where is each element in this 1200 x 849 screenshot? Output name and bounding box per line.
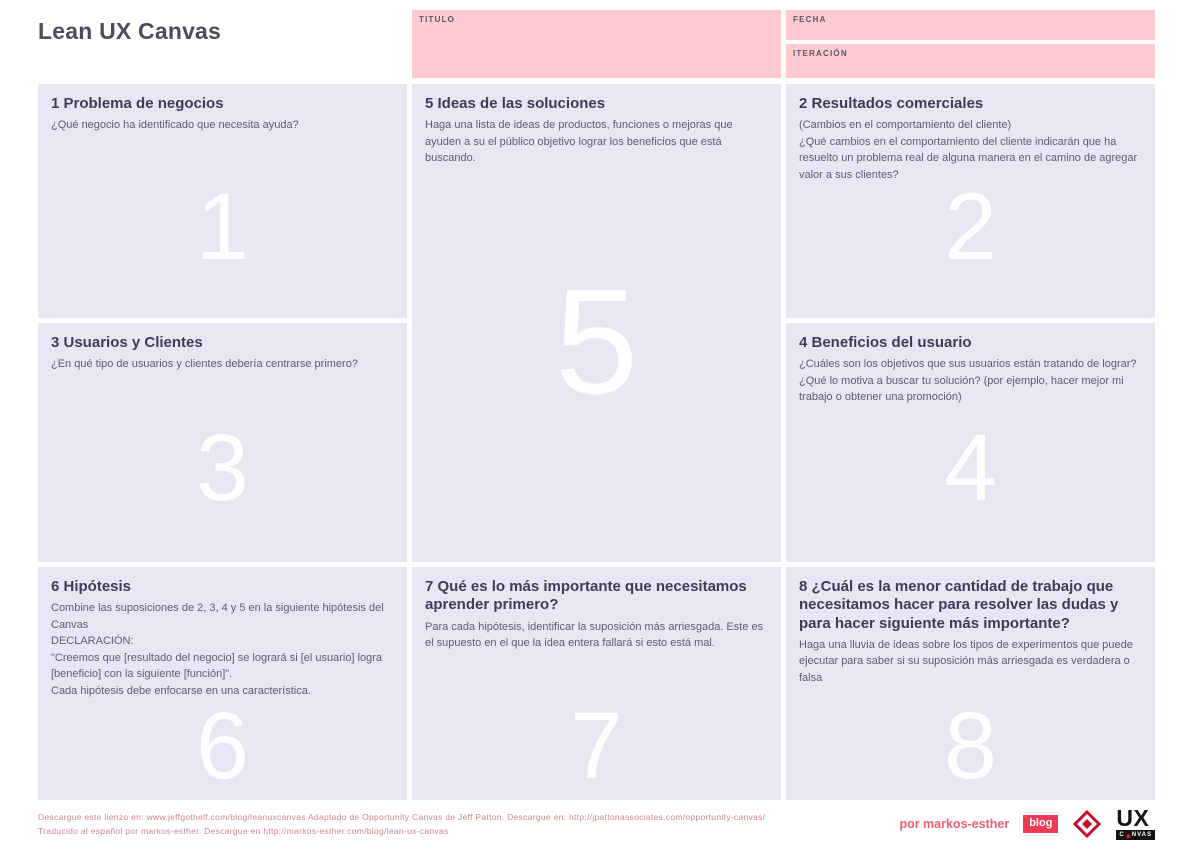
box-body: ¿Cuáles son los objetivos que sus usuari… — [799, 358, 1137, 404]
footer-credit: por markos-esther — [899, 817, 1010, 831]
box-body: Haga una lista de ideas de productos, fu… — [425, 119, 733, 165]
box-body: Haga una lluvia de ideas sobre los tipos… — [799, 638, 1133, 684]
titulo-label: TITULO — [419, 15, 456, 24]
ux-canvas-logo: UX C NVAS — [1116, 804, 1155, 841]
box-problema-de-negocios: 1 Problema de negocios ¿Qué negocio ha i… — [38, 84, 407, 318]
box-body: ¿Qué negocio ha identificado que necesit… — [51, 119, 299, 132]
box-heading: 2 Resultados comerciales — [799, 95, 984, 112]
titulo-field[interactable]: TITULO — [412, 10, 781, 78]
box-heading: 6 Hipótesis — [51, 578, 132, 595]
box-aprender-primero: 7 Qué es lo más importante que necesitam… — [412, 567, 781, 800]
footer-line-2: Traducido al español por markos-esther. … — [38, 826, 449, 836]
box-heading: 4 Beneficios del usuario — [799, 334, 972, 351]
footer-credits: por markos-esther blog UX C NVAS — [899, 804, 1155, 841]
blog-badge: blog — [1023, 815, 1059, 833]
box-beneficios-del-usuario: 4 Beneficios del usuario ¿Cuáles son los… — [786, 323, 1155, 562]
fecha-field[interactable]: FECHA — [786, 10, 1155, 40]
fecha-iteracion-fields: FECHA ITERACIÓN — [786, 10, 1155, 78]
canvas-grid: 1 Problema de negocios ¿Qué negocio ha i… — [38, 84, 1155, 800]
box-hipotesis: 6 Hipótesis Combine las suposiciones de … — [38, 567, 407, 800]
box-body: Combine las suposiciones de 2, 3, 4 y 5 … — [51, 602, 384, 697]
box-heading: 5 Ideas de las soluciones — [425, 95, 606, 112]
page-title: Lean UX Canvas — [38, 18, 222, 44]
box-menor-cantidad-de-trabajo: 8 ¿Cuál es la menor cantidad de trabajo … — [786, 567, 1155, 800]
box-heading: 1 Problema de negocios — [51, 95, 224, 112]
footer-attribution: Descargue este lienzo en: www.jeffgothel… — [38, 810, 765, 839]
footer: Descargue este lienzo en: www.jeffgothel… — [38, 805, 1155, 843]
box-resultados-comerciales: 2 Resultados comerciales (Cambios en el … — [786, 84, 1155, 318]
ux-canvas-bar: C NVAS — [1116, 830, 1155, 841]
box-heading: 3 Usuarios y Clientes — [51, 334, 203, 351]
box-body: Para cada hipótesis, identificar la supo… — [425, 620, 764, 650]
box-ideas-de-soluciones: 5 Ideas de las soluciones Haga una lista… — [412, 84, 781, 562]
box-body: (Cambios en el comportamiento del client… — [799, 119, 1138, 181]
box-usuarios-y-clientes: 3 Usuarios y Clientes ¿En qué tipo de us… — [38, 323, 407, 562]
ux-logo-text: UX — [1116, 804, 1150, 831]
markos-esther-logo-icon — [1072, 809, 1102, 839]
box-heading: 7 Qué es lo más importante que necesitam… — [425, 578, 747, 614]
iteracion-field[interactable]: ITERACIÓN — [786, 44, 1155, 78]
ux-canvas-red-a-icon — [1125, 832, 1131, 838]
fecha-label: FECHA — [793, 15, 827, 24]
ux-canvas-suffix: NVAS — [1131, 832, 1152, 839]
box-body: ¿En qué tipo de usuarios y clientes debe… — [51, 358, 358, 371]
ux-canvas-prefix: C — [1119, 832, 1125, 839]
header-row: Lean UX Canvas TITULO FECHA ITERACIÓN — [38, 10, 1155, 78]
box-heading: 8 ¿Cuál es la menor cantidad de trabajo … — [799, 578, 1119, 632]
iteracion-label: ITERACIÓN — [793, 49, 848, 58]
footer-line-1: Descargue este lienzo en: www.jeffgothel… — [38, 811, 766, 822]
